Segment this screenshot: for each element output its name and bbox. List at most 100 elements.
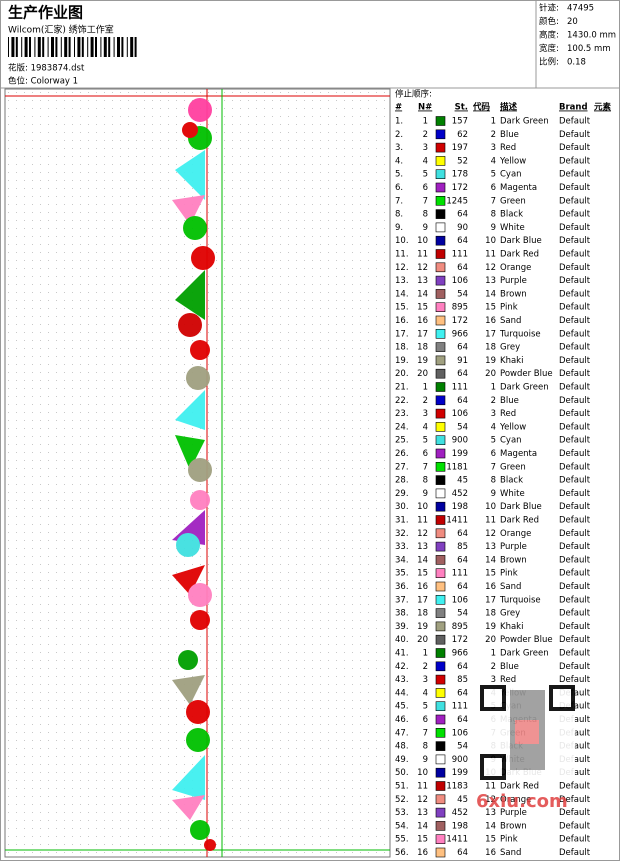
cell: Dark Blue <box>500 502 542 512</box>
cell: Default <box>559 436 591 446</box>
cell: 1 <box>423 649 428 659</box>
color-swatch <box>435 648 446 658</box>
cell: Default <box>559 502 591 512</box>
cell: Yellow <box>499 156 526 166</box>
cell: Default <box>559 782 591 792</box>
cell: Dark Red <box>500 250 539 260</box>
cell: 1183 <box>446 782 468 792</box>
bar-stripe <box>77 37 81 57</box>
cell: Pink <box>500 835 518 845</box>
cell: 15 <box>417 303 428 313</box>
cell: 11 <box>485 782 496 792</box>
cell: 16 <box>485 316 496 326</box>
subtitle: Wilcom(汇家) 绣饰工作室 <box>8 24 114 36</box>
cell: 85 <box>457 542 468 552</box>
bar-stripe <box>60 37 62 57</box>
stat-value: 0.18 <box>567 58 586 68</box>
color-swatch <box>435 594 446 605</box>
cell: Default <box>559 542 591 552</box>
cell: 64 <box>457 343 468 353</box>
cell: 1 <box>491 649 496 659</box>
cell: 12 <box>485 795 496 805</box>
cell: 5 <box>423 170 428 180</box>
cell: 49. <box>395 755 409 765</box>
cell: 40. <box>395 635 409 645</box>
color-swatch <box>435 661 446 672</box>
cell: 46. <box>395 715 409 725</box>
cell: Dark Green <box>500 117 549 127</box>
cell: Blue <box>500 662 519 672</box>
cell: 106 <box>452 595 468 605</box>
cell: Default <box>559 210 591 220</box>
cell: 11. <box>395 250 409 260</box>
color-swatch <box>435 368 446 379</box>
cell: 198 <box>452 821 468 831</box>
cell: 14 <box>417 821 428 831</box>
cell: 18. <box>395 343 409 353</box>
cell: 15 <box>485 303 496 313</box>
cell: 6 <box>423 715 428 725</box>
cell: 52 <box>457 156 468 166</box>
cell: 16. <box>395 316 409 326</box>
cell: 15 <box>485 835 496 845</box>
cell: 54 <box>457 422 468 432</box>
cell: 3 <box>491 675 496 685</box>
cell: Purple <box>500 542 527 552</box>
cell: Default <box>559 289 591 299</box>
cell: 5 <box>491 170 496 180</box>
cell: 895 <box>452 622 468 632</box>
color-swatch <box>435 355 446 366</box>
cell: 1 <box>423 117 428 127</box>
cell: 64 <box>457 369 468 379</box>
cell: 4 <box>491 422 496 432</box>
cell: 25. <box>395 436 409 446</box>
cell: 23. <box>395 409 409 419</box>
cell: 33. <box>395 542 409 552</box>
cell: Default <box>559 409 591 419</box>
cell: Default <box>559 569 591 579</box>
cell: Default <box>559 555 591 565</box>
cell: 52. <box>395 795 409 805</box>
cell: 64 <box>457 848 468 858</box>
bar-stripe <box>74 37 75 57</box>
cell: Default <box>559 675 591 685</box>
color-swatch <box>435 448 446 459</box>
color-swatch <box>435 621 446 632</box>
cell: Default <box>559 383 591 393</box>
color-swatch <box>435 235 446 246</box>
cell: Default <box>559 609 591 619</box>
cell: Powder Blue <box>500 635 553 645</box>
cell: 35. <box>395 569 409 579</box>
cell: 15. <box>395 303 409 313</box>
cell: 10 <box>417 502 428 512</box>
bar-stripe <box>103 37 107 57</box>
bar-stripe <box>108 37 111 57</box>
design-file: 花版: 1983874.dst <box>8 63 85 74</box>
cell: 20 <box>417 369 428 379</box>
bar-stripe <box>121 37 124 57</box>
cell: 452 <box>452 489 468 499</box>
cell: 2 <box>491 396 496 406</box>
bar-stripe <box>8 37 9 57</box>
cell: 14 <box>417 289 428 299</box>
cell: 12. <box>395 263 409 273</box>
cell: 2 <box>491 130 496 140</box>
stat-label: 宽度: <box>539 43 559 54</box>
cell: 197 <box>452 143 468 153</box>
color-swatch <box>435 781 446 791</box>
cell: Sand <box>500 316 521 326</box>
cell: Default <box>559 835 591 845</box>
cell: 54 <box>457 609 468 619</box>
cell: Default <box>559 821 591 831</box>
cell: Default <box>559 196 591 206</box>
cell: Khaki <box>500 356 523 366</box>
table-caption: 停止顺序: <box>395 89 432 100</box>
cell: 14 <box>417 555 428 565</box>
cell: Default <box>559 529 591 539</box>
cell: 64 <box>457 529 468 539</box>
title: 生产作业图 <box>8 4 83 22</box>
cell: 54 <box>457 742 468 752</box>
cell: Default <box>559 649 591 659</box>
cell: 13 <box>417 808 428 818</box>
